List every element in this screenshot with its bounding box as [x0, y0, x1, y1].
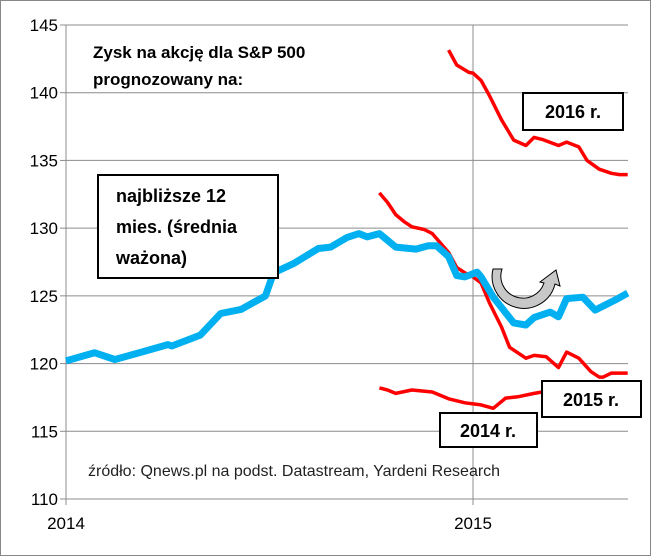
- label-box-2016: 2016 r.: [522, 92, 624, 131]
- legend-box-12m: najbliższe 12 mies. (średnia ważona): [97, 174, 279, 279]
- x-tick-label: 2015: [454, 514, 492, 533]
- x-axis: 2014 2015: [47, 498, 628, 533]
- label-box-2015: 2015 r.: [541, 380, 642, 418]
- series-line-2016-r-: [447, 49, 628, 177]
- label-2016: 2016 r.: [545, 102, 601, 122]
- curved-arrow-icon: [491, 268, 561, 309]
- y-tick-label: 115: [31, 422, 58, 441]
- chart-title: Zysk na akcję dla S&P 500: [93, 43, 305, 62]
- series-line-najbli-sze-12-mies-rednia-wa-ona-: [65, 230, 630, 365]
- series-line-2015-r-: [378, 191, 628, 379]
- y-tick-label: 140: [30, 84, 58, 103]
- y-tick-label: 110: [31, 490, 58, 509]
- y-axis: 110 115 120 125 130 135 140 145: [30, 16, 67, 509]
- legend-label-line: ważona): [115, 248, 187, 268]
- series-line-2014-r-: [378, 386, 543, 411]
- series-lines: [65, 49, 630, 411]
- y-tick-label: 145: [30, 16, 58, 35]
- y-tick-label: 120: [30, 355, 58, 374]
- y-tick-label: 130: [30, 219, 58, 238]
- source-note: źródło: Qnews.pl na podst. Datastream, Y…: [88, 463, 500, 480]
- label-box-2014: 2014 r.: [439, 412, 538, 448]
- label-2014: 2014 r.: [460, 421, 516, 441]
- chart-title-line2: prognozowany na:: [93, 70, 243, 89]
- y-tick-label: 125: [30, 287, 58, 306]
- legend-label-line: najbliższe 12: [116, 186, 226, 206]
- y-tick-label: 135: [30, 151, 58, 170]
- label-2015: 2015 r.: [563, 390, 619, 410]
- x-tick-label: 2014: [47, 514, 85, 533]
- legend-label-line: mies. (średnia: [116, 217, 238, 237]
